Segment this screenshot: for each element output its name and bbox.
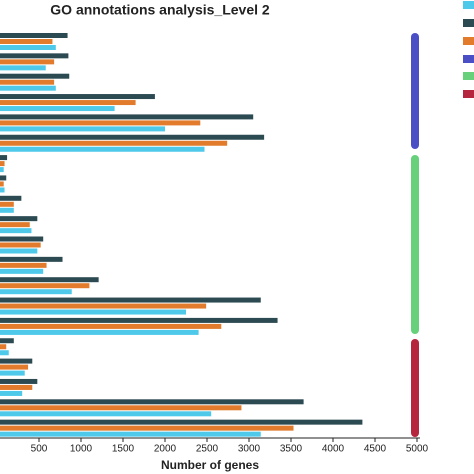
bar — [0, 94, 155, 100]
bar — [0, 228, 32, 234]
bar — [0, 146, 205, 152]
legend-swatch — [463, 19, 474, 27]
x-tick-label: 1000 — [70, 444, 93, 455]
bar — [0, 120, 201, 126]
bar — [0, 161, 5, 167]
bar — [0, 303, 207, 309]
domain-bar — [411, 155, 419, 334]
domain-bar — [411, 33, 419, 149]
domain-bar — [411, 339, 419, 437]
bar — [0, 268, 44, 274]
bar — [0, 175, 7, 181]
bar — [0, 207, 14, 213]
bar — [0, 425, 294, 431]
bar — [0, 187, 5, 193]
bar — [0, 419, 363, 425]
bar — [0, 85, 56, 91]
bar — [0, 216, 38, 222]
legend-swatch — [463, 72, 474, 80]
bar — [0, 100, 136, 106]
x-tick-label: 4500 — [364, 444, 387, 455]
bar — [0, 364, 29, 370]
bar — [0, 106, 115, 112]
bar — [0, 297, 261, 303]
bar — [0, 39, 53, 44]
bar — [0, 59, 55, 65]
bar — [0, 384, 33, 390]
bar — [0, 262, 47, 268]
bar — [0, 378, 38, 384]
bar — [0, 283, 90, 289]
bar — [0, 289, 72, 295]
chart-title: GO annotations analysis_Level 2 — [50, 2, 270, 18]
legend-swatch — [463, 55, 474, 63]
bar — [0, 350, 9, 356]
bar — [0, 390, 23, 396]
bar — [0, 323, 222, 329]
bar — [0, 201, 14, 207]
legend-swatch — [463, 1, 474, 9]
bar — [0, 114, 254, 120]
bar — [0, 338, 14, 344]
x-tick-label: 1500 — [112, 444, 135, 455]
bar — [0, 33, 68, 38]
bar — [0, 242, 41, 248]
x-tick-label: 500 — [31, 444, 48, 455]
x-axis-label: Number of genes — [161, 458, 259, 472]
bar — [0, 309, 186, 315]
bar — [0, 411, 212, 417]
bar — [0, 53, 69, 59]
bar — [0, 134, 265, 140]
bar — [0, 126, 165, 132]
bar — [0, 256, 63, 262]
legend-swatch — [463, 37, 474, 45]
bar — [0, 329, 199, 335]
bar — [0, 222, 30, 228]
legend-swatch — [463, 90, 474, 98]
bar — [0, 236, 44, 242]
bar — [0, 248, 38, 254]
bar — [0, 167, 4, 173]
bar — [0, 358, 33, 364]
bar — [0, 140, 228, 146]
x-tick-label: 3000 — [238, 444, 261, 455]
bar — [0, 181, 4, 187]
x-tick-label: 4000 — [322, 444, 345, 455]
x-tick-label: 5000 — [406, 444, 429, 455]
bar — [0, 399, 304, 405]
bar — [0, 79, 55, 85]
bar — [0, 317, 278, 323]
bar — [0, 45, 56, 50]
x-tick-label: 2500 — [196, 444, 219, 455]
bar — [0, 73, 70, 79]
bar — [0, 431, 261, 437]
bar — [0, 370, 25, 376]
bar — [0, 195, 22, 201]
bar — [0, 65, 46, 71]
bar — [0, 155, 8, 161]
bar — [0, 344, 7, 350]
x-tick-label: 3500 — [280, 444, 303, 455]
x-tick-label: 2000 — [154, 444, 177, 455]
bar — [0, 405, 242, 411]
bar — [0, 277, 99, 283]
